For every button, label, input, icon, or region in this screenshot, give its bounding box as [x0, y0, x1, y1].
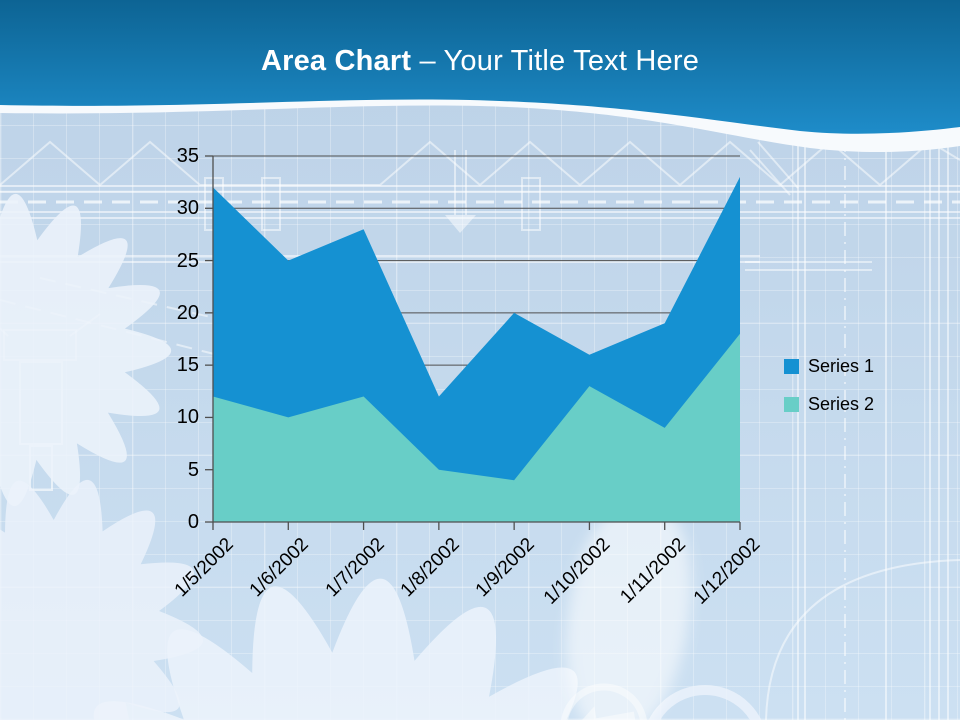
- header-wave: [0, 0, 960, 153]
- y-axis-label: 15: [176, 354, 199, 377]
- y-axis-label: 0: [187, 511, 199, 533]
- y-axis-label: 35: [176, 145, 199, 167]
- chart-legend: Series 1 Series 2: [784, 355, 874, 431]
- series-1-swatch-icon: [784, 358, 799, 374]
- gear-icon: [93, 578, 578, 720]
- pipes-horizontal-drawing: [0, 185, 960, 263]
- series-2-swatch-icon: [784, 396, 799, 412]
- gear-icon: [0, 479, 203, 720]
- y-axis-label: 5: [187, 458, 199, 481]
- ring-icon: [648, 685, 762, 720]
- legend-label: Series 1: [808, 356, 875, 376]
- title-regular-text: – Your Title Text Here: [411, 45, 700, 77]
- legend-item-series-2[interactable]: Series 2: [784, 393, 874, 415]
- header-band: [0, 0, 960, 134]
- legend-label: Series 2: [808, 394, 875, 414]
- gear-icon: [0, 193, 172, 507]
- pipes-vertical-drawing: [745, 138, 960, 720]
- title-bold-text: Area Chart: [260, 45, 412, 77]
- chart-plot-area[interactable]: [213, 156, 740, 522]
- legend-item-series-1[interactable]: Series 1: [784, 355, 874, 377]
- slide-title[interactable]: Area Chart – Your Title Text Here: [0, 44, 960, 78]
- y-axis-label: 25: [176, 249, 199, 272]
- y-axis-label: 10: [176, 406, 199, 429]
- y-axis-label: 30: [176, 197, 199, 220]
- y-axis-label: 20: [176, 301, 199, 324]
